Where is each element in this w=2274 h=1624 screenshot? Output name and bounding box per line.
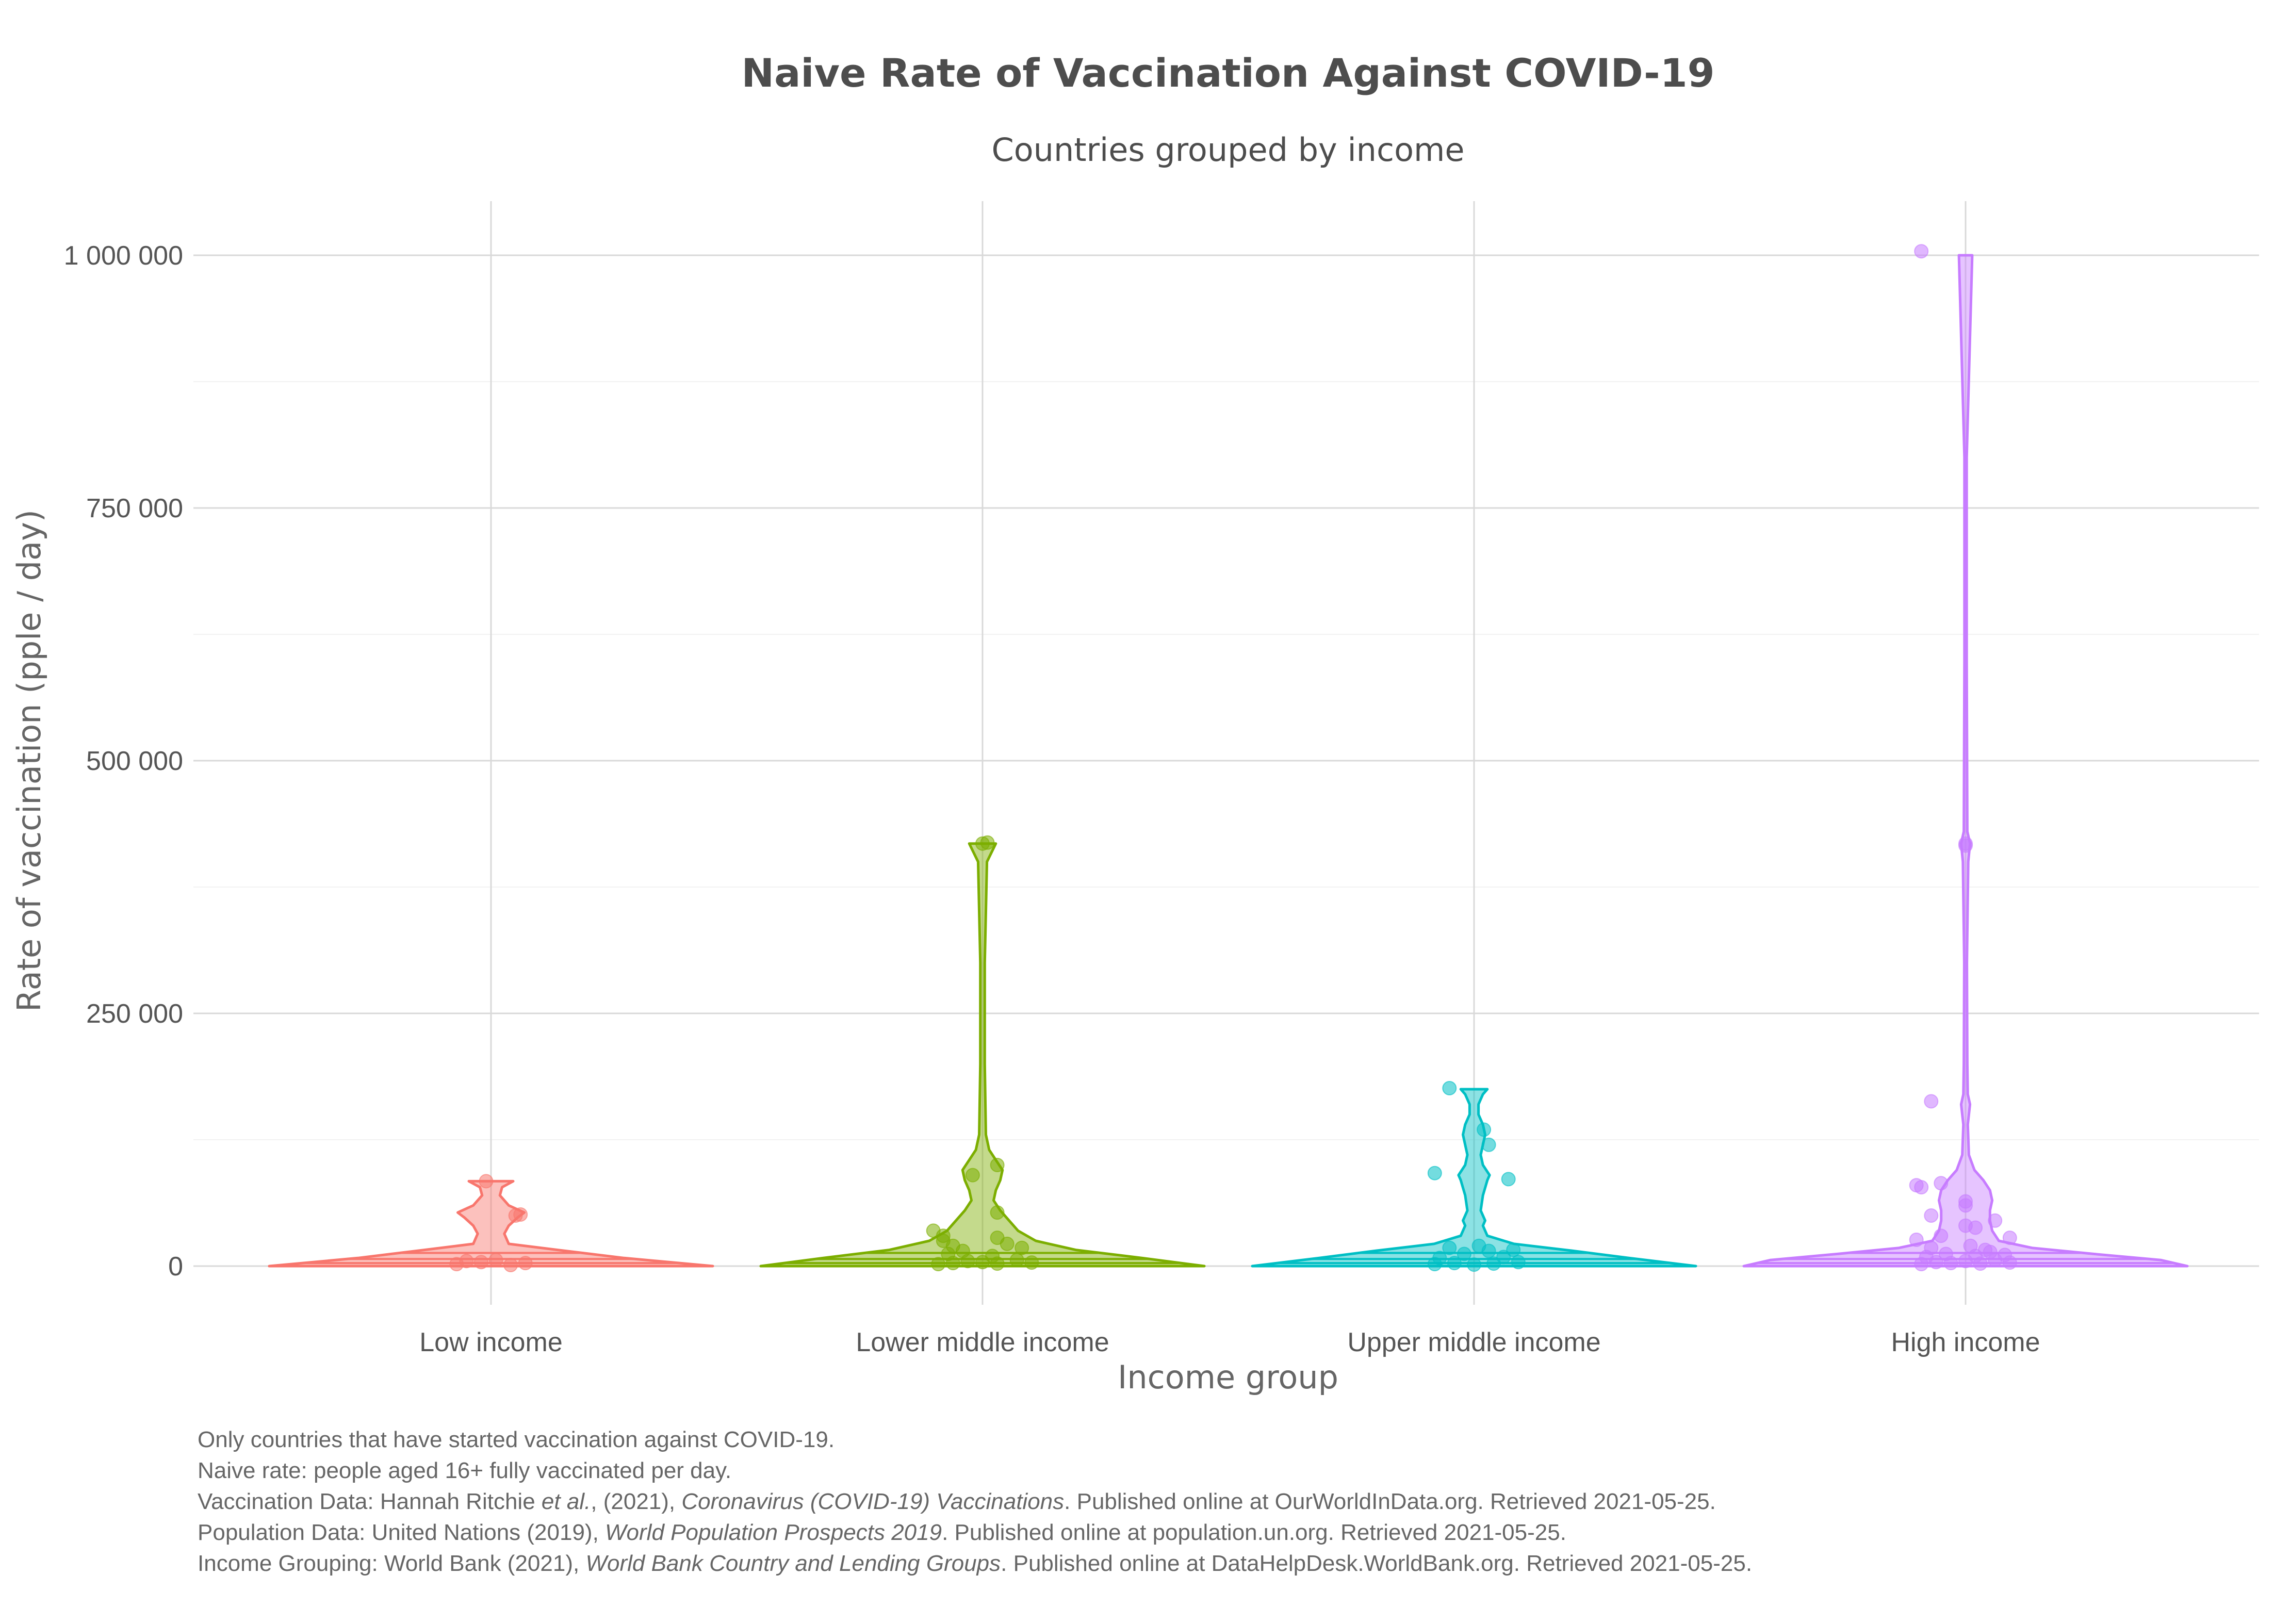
data-point: [965, 1168, 980, 1183]
grid-major: [193, 254, 2259, 1267]
data-point: [936, 1228, 951, 1243]
data-point: [479, 1174, 494, 1189]
data-point: [518, 1256, 533, 1271]
data-point: [1506, 1242, 1521, 1257]
data-point: [513, 1207, 528, 1222]
data-point: [503, 1258, 518, 1272]
data-point: [1914, 244, 1929, 259]
caption-line-3: Vaccination Data: Hannah Ritchie et al.,…: [198, 1489, 1716, 1514]
caption-line-4-b: World Population Prospects 2019: [605, 1520, 942, 1545]
caption-line-1: Only countries that have started vaccina…: [198, 1427, 835, 1452]
caption-line-5-c: . Published online at DataHelpDesk.World…: [1001, 1551, 1752, 1576]
x-axis-title: Income group: [1118, 1358, 1338, 1396]
data-point: [2002, 1231, 2017, 1245]
data-point: [459, 1254, 474, 1269]
data-point: [1958, 838, 1973, 853]
caption-line-3-d: Coronavirus (COVID-19) Vaccinations: [681, 1489, 1064, 1514]
chart-subtitle: Countries grouped by income: [991, 131, 1464, 169]
data-point: [1467, 1257, 1481, 1272]
data-point: [1924, 1094, 1939, 1109]
data-point: [1471, 1238, 1486, 1253]
data-point: [1963, 1238, 1978, 1253]
grid-minor: [193, 381, 2259, 1140]
caption-line-5-a: Income Grouping: World Bank (2021),: [198, 1551, 585, 1576]
data-point: [1496, 1250, 1511, 1265]
x-tick-label: Lower middle income: [856, 1327, 1109, 1357]
points: [449, 244, 2017, 1272]
data-point: [1968, 1220, 1983, 1235]
x-tick-label: Upper middle income: [1347, 1327, 1600, 1357]
caption-line-5: Income Grouping: World Bank (2021), Worl…: [198, 1551, 1752, 1576]
x-tick-label: High income: [1891, 1327, 2040, 1357]
data-point: [985, 1249, 1000, 1264]
data-point: [990, 1231, 1005, 1245]
caption: Only countries that have started vaccina…: [198, 1427, 1752, 1576]
data-point: [1477, 1122, 1492, 1137]
caption-line-4-c: . Published online at population.un.org.…: [942, 1520, 1566, 1545]
data-point: [1924, 1240, 1939, 1255]
data-point: [1427, 1166, 1442, 1180]
x-tick-label: Low income: [419, 1327, 562, 1357]
y-axis-title: Rate of vaccination (pple / day): [10, 510, 48, 1012]
data-point: [1958, 1194, 1973, 1209]
data-point: [1938, 1246, 1953, 1261]
data-point: [1024, 1255, 1039, 1270]
caption-line-4-a: Population Data: United Nations (2019),: [198, 1520, 605, 1545]
violin-4: [1742, 254, 2189, 1268]
grid-vertical: [490, 201, 1967, 1305]
data-point: [1009, 1253, 1024, 1268]
data-point: [1447, 1256, 1462, 1271]
data-point: [1934, 1228, 1949, 1243]
data-point: [1442, 1081, 1457, 1095]
violin-3: [1251, 1088, 1697, 1268]
data-point: [1988, 1213, 2003, 1228]
data-point: [1442, 1240, 1457, 1255]
caption-line-4: Population Data: United Nations (2019), …: [198, 1520, 1566, 1545]
data-point: [473, 1255, 488, 1270]
y-tick-label: 250 000: [86, 999, 183, 1029]
data-point: [1998, 1248, 2013, 1262]
data-point: [1924, 1208, 1939, 1223]
chart-title: Naive Rate of Vaccination Against COVID-…: [742, 50, 1715, 96]
data-point: [1457, 1246, 1471, 1261]
data-point: [1511, 1255, 1526, 1270]
data-point: [1432, 1251, 1447, 1266]
caption-line-3-e: . Published online at OurWorldInData.org…: [1064, 1489, 1716, 1514]
y-tick-label: 750 000: [86, 494, 183, 523]
caption-line-3-c: , (2021),: [591, 1489, 681, 1514]
y-tick-label: 0: [168, 1252, 183, 1282]
data-point: [1978, 1242, 1993, 1257]
y-axis-ticks: 0 250 000 500 000 750 000 1 000 000: [64, 241, 183, 1282]
caption-line-3-a: Vaccination Data: Hannah Ritchie: [198, 1489, 542, 1514]
data-point: [1015, 1240, 1029, 1255]
violins: [268, 254, 2189, 1268]
data-point: [1481, 1137, 1496, 1152]
data-point: [990, 1205, 1005, 1220]
data-point: [488, 1253, 503, 1268]
caption-line-3-b: et al.: [542, 1489, 591, 1514]
data-point: [1934, 1176, 1949, 1191]
data-point: [980, 835, 995, 850]
data-point: [931, 1257, 946, 1272]
data-point: [1909, 1233, 1924, 1247]
data-point: [1486, 1256, 1501, 1271]
data-point: [1914, 1180, 1929, 1195]
y-tick-label: 1 000 000: [64, 241, 183, 271]
x-axis-ticks: Low income Lower middle income Upper middl…: [419, 1327, 2040, 1357]
data-point: [990, 1158, 1005, 1172]
y-tick-label: 500 000: [86, 746, 183, 776]
data-point: [1501, 1172, 1516, 1187]
caption-line-2: Naive rate: people aged 16+ fully vaccin…: [198, 1458, 731, 1483]
caption-line-5-b: World Bank Country and Lending Groups: [585, 1551, 1001, 1576]
